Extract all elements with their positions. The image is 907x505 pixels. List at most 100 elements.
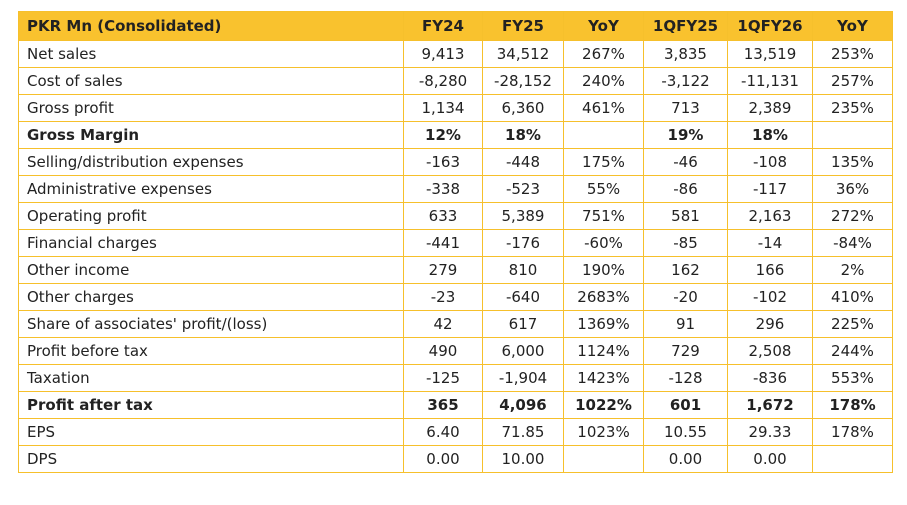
cell: -441	[403, 229, 483, 257]
header-row: PKR Mn (Consolidated) FY24 FY25 YoY 1QFY25 1Q…	[18, 11, 893, 41]
cell	[812, 445, 893, 473]
cell: -86	[643, 175, 728, 203]
cell: -128	[643, 364, 728, 392]
cell: 0.00	[727, 445, 813, 473]
cell: 6,000	[482, 337, 564, 365]
cell: -836	[727, 364, 813, 392]
cell: -163	[403, 148, 483, 176]
cell	[812, 121, 893, 149]
cell: 553%	[812, 364, 893, 392]
cell: 18%	[727, 121, 813, 149]
cell: 6,360	[482, 94, 564, 122]
cell: -8,280	[403, 67, 483, 95]
cell: 13,519	[727, 40, 813, 68]
row-label: Profit before tax	[18, 337, 404, 365]
cell: 253%	[812, 40, 893, 68]
table-row: Profit before tax 490 6,000 1124% 729 2,508 24…	[18, 337, 893, 365]
cell: 71.85	[482, 418, 564, 446]
cell: -125	[403, 364, 483, 392]
cell: 244%	[812, 337, 893, 365]
table-row: Operating profit 633 5,389 751% 581 2,163 272%	[18, 202, 893, 230]
row-label: Share of associates' profit/(loss)	[18, 310, 404, 338]
cell: -176	[482, 229, 564, 257]
header-cell: PKR Mn (Consolidated)	[18, 11, 404, 41]
cell: 2,389	[727, 94, 813, 122]
cell	[563, 121, 644, 149]
cell: 178%	[812, 418, 893, 446]
row-label: Gross profit	[18, 94, 404, 122]
table-row: Financial charges -441 -176 -60% -85 -14 -84%	[18, 229, 893, 257]
cell: -60%	[563, 229, 644, 257]
row-label: Other charges	[18, 283, 404, 311]
cell: -640	[482, 283, 564, 311]
cell: 713	[643, 94, 728, 122]
table-row: Other income 279 810 190% 162 166 2%	[18, 256, 893, 284]
table-row: Taxation -125 -1,904 1423% -128 -836 553%	[18, 364, 893, 392]
cell: 166	[727, 256, 813, 284]
cell: 12%	[403, 121, 483, 149]
row-label: Gross Margin	[18, 121, 404, 149]
cell: 175%	[563, 148, 644, 176]
row-label: Administrative expenses	[18, 175, 404, 203]
cell: -338	[403, 175, 483, 203]
header-cell: FY24	[403, 11, 483, 41]
cell: 729	[643, 337, 728, 365]
cell: -23	[403, 283, 483, 311]
row-label: Operating profit	[18, 202, 404, 230]
cell: 2%	[812, 256, 893, 284]
row-label: DPS	[18, 445, 404, 473]
cell: 267%	[563, 40, 644, 68]
cell: 1022%	[563, 391, 644, 419]
row-label: Taxation	[18, 364, 404, 392]
cell: 617	[482, 310, 564, 338]
cell: 2,163	[727, 202, 813, 230]
cell: -28,152	[482, 67, 564, 95]
table-row: Gross profit 1,134 6,360 461% 713 2,389 235%	[18, 94, 893, 122]
cell: 296	[727, 310, 813, 338]
header-cell: YoY	[563, 11, 644, 41]
cell: 0.00	[643, 445, 728, 473]
header-cell: 1QFY26	[727, 11, 813, 41]
cell: 1124%	[563, 337, 644, 365]
header-cell: YoY	[812, 11, 893, 41]
row-label: Other income	[18, 256, 404, 284]
cell: -108	[727, 148, 813, 176]
table-body: Net sales 9,413 34,512 267% 3,835 13,519 253% C…	[18, 40, 893, 473]
header-cell: 1QFY25	[643, 11, 728, 41]
cell: 42	[403, 310, 483, 338]
cell: 55%	[563, 175, 644, 203]
row-label: Net sales	[18, 40, 404, 68]
cell: 178%	[812, 391, 893, 419]
cell: 2683%	[563, 283, 644, 311]
cell: 9,413	[403, 40, 483, 68]
cell: -117	[727, 175, 813, 203]
cell: 19%	[643, 121, 728, 149]
cell: -3,122	[643, 67, 728, 95]
cell: -14	[727, 229, 813, 257]
cell: -1,904	[482, 364, 564, 392]
cell: 18%	[482, 121, 564, 149]
cell: 601	[643, 391, 728, 419]
cell: -20	[643, 283, 728, 311]
cell: -46	[643, 148, 728, 176]
cell: 1023%	[563, 418, 644, 446]
cell: -11,131	[727, 67, 813, 95]
cell: 490	[403, 337, 483, 365]
row-label: Financial charges	[18, 229, 404, 257]
cell: -84%	[812, 229, 893, 257]
row-label: Selling/distribution expenses	[18, 148, 404, 176]
cell: 1369%	[563, 310, 644, 338]
cell: 4,096	[482, 391, 564, 419]
table-row: Net sales 9,413 34,512 267% 3,835 13,519 253%	[18, 40, 893, 68]
cell: 235%	[812, 94, 893, 122]
cell: 225%	[812, 310, 893, 338]
cell: 10.00	[482, 445, 564, 473]
cell: 3,835	[643, 40, 728, 68]
cell: -448	[482, 148, 564, 176]
cell: 190%	[563, 256, 644, 284]
cell: 5,389	[482, 202, 564, 230]
table-row: Cost of sales -8,280 -28,152 240% -3,122 -11,…	[18, 67, 893, 95]
cell	[563, 445, 644, 473]
table-row: DPS 0.00 10.00 0.00 0.00	[18, 445, 893, 473]
cell: 461%	[563, 94, 644, 122]
